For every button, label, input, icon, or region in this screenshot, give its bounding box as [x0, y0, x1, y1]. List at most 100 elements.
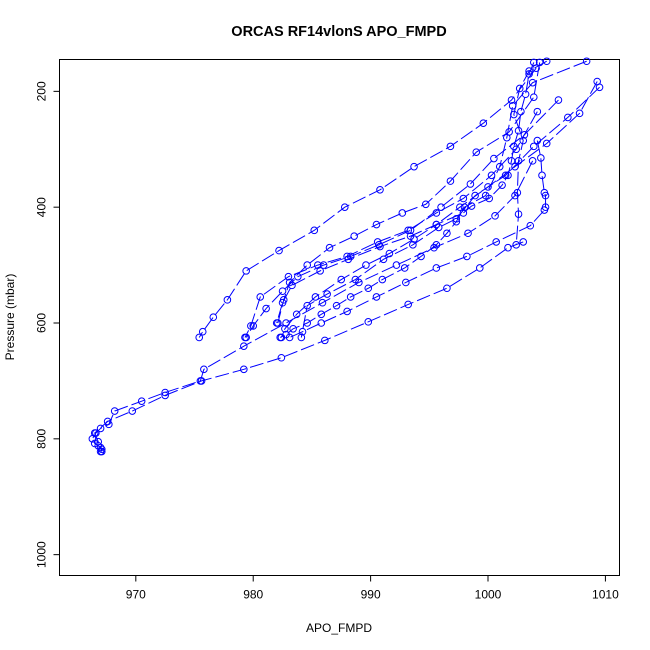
- data-point: [532, 64, 540, 72]
- series-line: [198, 67, 537, 338]
- data-point: [519, 238, 528, 246]
- data-point: [197, 377, 206, 385]
- plot-frame: [59, 59, 620, 576]
- data-point: [595, 83, 604, 92]
- data-point: [492, 238, 501, 246]
- data-point: [240, 342, 248, 350]
- x-axis: 970 980 990 1000 1010: [126, 575, 619, 602]
- data-point: [398, 209, 407, 217]
- data-point: [303, 301, 312, 310]
- data-point: [466, 180, 475, 188]
- y-tick-label: 1000: [35, 541, 49, 568]
- data-point: [404, 300, 412, 309]
- series-line: [289, 140, 547, 338]
- data-point: [471, 191, 479, 200]
- data-point: [507, 157, 516, 165]
- data-point: [362, 261, 370, 269]
- data-point: [443, 229, 451, 238]
- data-point: [479, 119, 488, 127]
- data-point: [373, 238, 382, 246]
- data-point: [256, 293, 265, 301]
- data-point: [530, 93, 538, 101]
- data-point: [575, 109, 584, 118]
- series-12: [90, 238, 528, 456]
- data-point: [364, 318, 373, 326]
- y-tick-label: 600: [35, 313, 49, 333]
- data-point: [282, 319, 290, 327]
- data-point: [378, 275, 387, 284]
- data-point: [538, 171, 546, 180]
- data-point: [417, 252, 425, 261]
- data-point: [472, 148, 481, 156]
- series-10: [195, 64, 540, 342]
- data-point: [564, 113, 572, 122]
- x-tick-label: 970: [126, 588, 146, 602]
- data-point: [459, 194, 468, 203]
- data-point: [409, 241, 417, 249]
- data-point: [274, 319, 282, 327]
- data-point: [515, 84, 524, 93]
- series-line: [277, 62, 541, 324]
- data-point: [554, 96, 563, 104]
- y-tick-label: 800: [35, 428, 49, 448]
- data-point: [200, 365, 208, 374]
- series-6: [285, 136, 550, 342]
- data-point: [392, 261, 401, 269]
- data-point: [317, 319, 326, 327]
- data-point: [432, 220, 441, 229]
- data-point: [198, 327, 207, 336]
- x-tick-label: 990: [361, 588, 381, 602]
- series-line: [244, 111, 538, 338]
- data-point: [137, 397, 146, 405]
- data-point: [355, 278, 363, 287]
- data-point: [262, 304, 270, 313]
- data-point: [90, 429, 99, 437]
- data-point: [277, 333, 286, 342]
- series-line: [300, 86, 600, 338]
- data-point: [452, 217, 461, 226]
- data-point: [241, 333, 249, 342]
- series-line: [279, 60, 587, 338]
- data-point: [97, 447, 106, 456]
- data-point: [298, 327, 307, 336]
- data-point: [533, 107, 542, 116]
- data-point: [332, 301, 341, 310]
- data-point: [512, 145, 520, 154]
- y-axis-label: Pressure (mbar): [3, 274, 17, 361]
- data-point: [528, 157, 537, 165]
- data-point: [364, 284, 373, 293]
- data-point: [376, 186, 384, 194]
- data-point: [443, 284, 451, 293]
- data-point: [343, 307, 351, 316]
- data-point: [467, 202, 476, 210]
- data-point: [487, 171, 496, 180]
- data-point: [490, 154, 498, 163]
- data-point: [540, 206, 549, 214]
- data-point: [495, 162, 504, 171]
- data-point: [517, 107, 525, 116]
- data-point: [340, 203, 349, 211]
- data-point: [526, 221, 535, 230]
- data-point: [404, 226, 412, 235]
- data-point: [464, 229, 472, 238]
- x-axis-label: APO_FMPD: [306, 621, 372, 635]
- data-point: [432, 209, 441, 217]
- series-3: [297, 83, 604, 342]
- data-point: [504, 171, 512, 180]
- data-point: [498, 181, 506, 189]
- data-point: [446, 142, 455, 151]
- data-point: [310, 226, 319, 235]
- data-point: [400, 264, 409, 272]
- data-point: [491, 212, 499, 220]
- data-point: [512, 241, 520, 249]
- data-point: [521, 90, 530, 99]
- data-point: [541, 191, 550, 200]
- series-11: [88, 157, 537, 456]
- data-point: [511, 191, 519, 200]
- data-point: [520, 130, 529, 139]
- data-point: [350, 232, 358, 240]
- data-point: [542, 139, 551, 148]
- data-point: [242, 267, 250, 275]
- data-point: [337, 275, 346, 284]
- data-point: [161, 391, 169, 400]
